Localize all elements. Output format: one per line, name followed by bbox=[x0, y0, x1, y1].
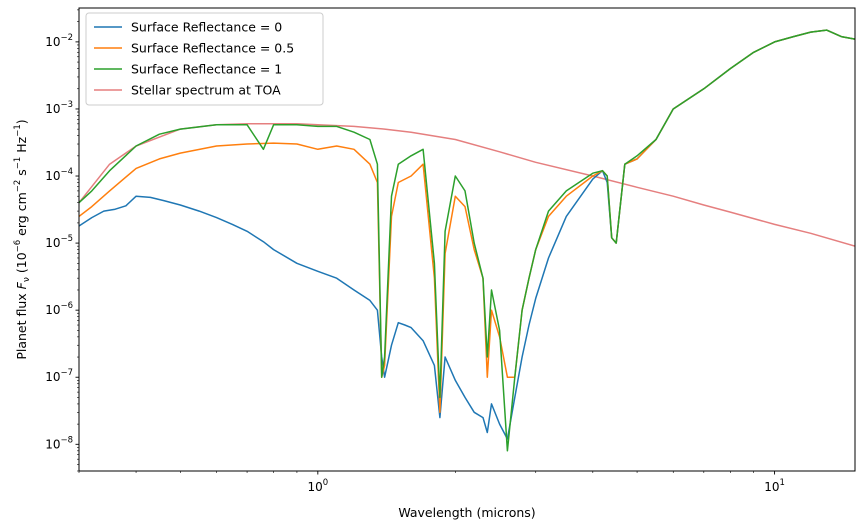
series-line-2 bbox=[79, 29, 855, 452]
legend-label: Surface Reflectance = 0.5 bbox=[131, 41, 294, 56]
x-axis-label: Wavelength (microns) bbox=[398, 505, 535, 520]
series-line-3 bbox=[79, 123, 855, 247]
y-tick-label: 10−7 bbox=[45, 368, 73, 384]
x-axis-ticks: 100 101 bbox=[78, 471, 785, 494]
series-layer bbox=[79, 29, 855, 452]
x-tick-label: 100 bbox=[307, 478, 328, 494]
legend-label: Surface Reflectance = 1 bbox=[131, 62, 282, 77]
legend-label: Stellar spectrum at TOA bbox=[131, 83, 281, 98]
legend-box bbox=[85, 12, 324, 106]
y-tick-label: 10−6 bbox=[45, 301, 73, 317]
y-tick-label: 10−2 bbox=[45, 33, 73, 49]
y-axis-label: Planet flux Fν (10−6 erg cm−2 s−1 Hz−1) bbox=[13, 119, 32, 359]
y-tick-label: 10−4 bbox=[45, 167, 73, 183]
x-tick-label: 101 bbox=[764, 478, 785, 494]
y-tick-label: 10−8 bbox=[45, 435, 73, 451]
plot-frame bbox=[78, 7, 856, 472]
y-tick-label: 10−5 bbox=[45, 234, 73, 250]
legend-label: Surface Reflectance = 0 bbox=[131, 20, 282, 35]
y-tick-label: 10−3 bbox=[45, 100, 73, 116]
legend: Surface Reflectance = 0 Surface Reflectan… bbox=[85, 12, 324, 106]
y-axis-ticks: 10−8 10−7 10−6 10−5 10−4 10−3 10−2 bbox=[45, 9, 79, 472]
